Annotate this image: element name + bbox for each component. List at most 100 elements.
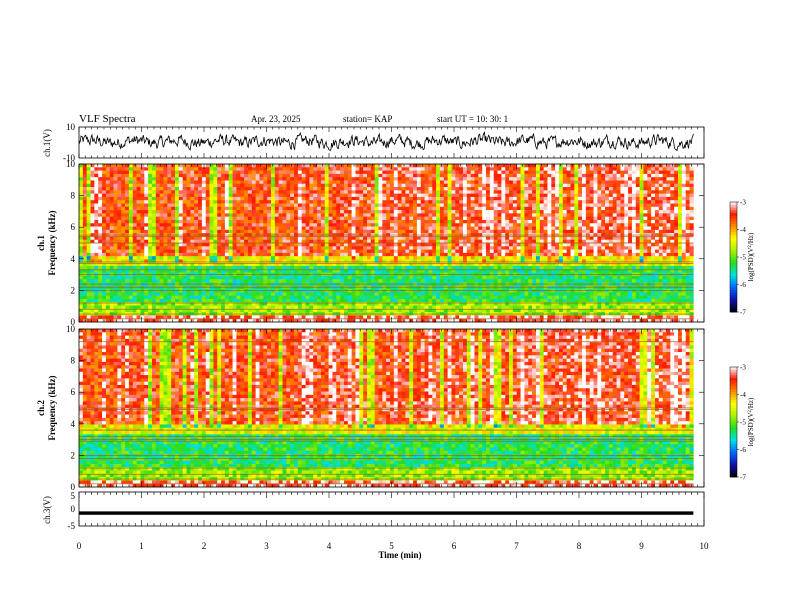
spectrogram-cell (240, 173, 245, 178)
spectrogram-cell (524, 183, 529, 188)
spectrogram-cell (328, 183, 333, 188)
spectrogram-cell (616, 239, 621, 244)
spectrogram-cell (320, 213, 326, 217)
spectrogram-cell (451, 226, 456, 231)
spectrogram-cell (163, 206, 168, 211)
spectrogram-cell (320, 246, 326, 250)
spectrogram-cell (194, 243, 199, 247)
spectrogram-cell (397, 246, 402, 250)
spectrogram-cell (244, 239, 249, 244)
spectrogram-cell (558, 219, 564, 224)
spectrogram-cell (486, 203, 491, 208)
spectrogram-cell (466, 200, 471, 204)
spectrogram-cell (451, 229, 456, 234)
spectrogram-cell (605, 256, 610, 260)
spectrogram-cell (324, 200, 329, 204)
spectrogram-cell (221, 239, 226, 244)
spectrogram-cell (378, 249, 383, 254)
spectrogram-cell (98, 164, 103, 168)
spectrogram-cell (432, 200, 437, 204)
spectrogram-cell (201, 190, 207, 194)
spectrogram-cell (221, 216, 226, 221)
spectrogram-cell (497, 187, 502, 191)
spectrogram-cell (397, 256, 402, 260)
spectrogram-cell (462, 173, 468, 178)
spectrogram-cell (516, 193, 521, 198)
spectrogram-cell (201, 256, 207, 260)
spectrogram-cell (624, 200, 629, 204)
spectrogram-cell (201, 196, 207, 201)
spectrogram-cell (443, 177, 448, 181)
spectrogram-cell (501, 177, 506, 181)
spectrogram-cell (255, 167, 260, 171)
spectrogram-cell (232, 249, 237, 254)
spectrogram-cell (105, 187, 111, 191)
spectrogram-cell (432, 210, 437, 214)
spectrogram-cell (228, 190, 233, 194)
spectrogram-cell (128, 183, 134, 188)
spectrogram-cell (205, 216, 210, 221)
start-time-label: start UT = 10: 30: 1 (437, 114, 508, 124)
spectrogram-cell (198, 252, 203, 257)
spectrogram-cell (386, 183, 391, 188)
spectrogram-cell (643, 206, 648, 211)
spectrogram-cell (416, 213, 422, 217)
spectrogram-cell (355, 170, 360, 175)
spectrogram-cell (363, 193, 368, 198)
spectrogram-cell (501, 170, 506, 175)
spectrogram-cell (489, 173, 494, 178)
spectrogram-cell (551, 190, 556, 194)
spectrogram-cell (413, 170, 418, 175)
spectrogram-cell (355, 239, 360, 244)
spectrogram-cell (363, 259, 368, 264)
spectrogram-cell (94, 243, 99, 247)
spectrogram-cell (351, 223, 356, 227)
spectrogram-cell (501, 200, 506, 204)
spectrogram-cell (297, 243, 303, 247)
spectrogram-cell (382, 226, 387, 231)
spectrogram-cell (390, 229, 395, 234)
spectrogram-cell (585, 219, 590, 224)
spectrogram-cell (582, 246, 587, 250)
spectrogram-cell (401, 223, 406, 227)
spectrogram-cell (259, 223, 264, 227)
spectrogram-cell (628, 183, 633, 188)
spectrogram-cell (624, 252, 629, 257)
spectrogram-cell (132, 243, 137, 247)
spectrogram-cell (678, 210, 683, 214)
spectrogram-cell (397, 236, 402, 241)
spectrogram-cell (574, 249, 579, 254)
spectrogram-cell (155, 187, 160, 191)
spectrogram-cell (620, 187, 625, 191)
spectrogram-cell (547, 219, 552, 224)
spectrogram-cell (651, 200, 656, 204)
spectrogram-cell (182, 164, 187, 168)
spectrogram-cell (194, 190, 199, 194)
spectrogram-cell (270, 206, 276, 211)
spectrogram-cell (647, 243, 652, 247)
spectrogram-cell (612, 219, 617, 224)
spectrogram-cell (574, 193, 579, 198)
spectrogram-cell (340, 259, 345, 264)
spectrogram-cell (635, 183, 640, 188)
spectrogram-cell (597, 252, 602, 257)
spectrogram-cell (558, 259, 564, 264)
spectrogram-cell (155, 252, 160, 257)
spectrogram-cell (432, 239, 437, 244)
spectrogram-cell (382, 219, 387, 224)
spectrogram-cell (547, 259, 552, 264)
spectrogram-cell (366, 213, 372, 217)
spectrogram-cell (509, 223, 514, 227)
spectrogram-cell (317, 229, 322, 234)
spectrogram-cell (290, 180, 295, 185)
spectrogram-cell (597, 216, 602, 221)
spectrogram-cell (82, 203, 87, 208)
spectrogram-cell (432, 223, 437, 227)
spectrogram-cell (585, 236, 590, 241)
spectrogram-cell (320, 193, 326, 198)
spectrogram-cell (90, 259, 95, 264)
spectrogram-cell (102, 167, 107, 171)
spectrogram-cell (198, 243, 203, 247)
spectrogram-cell (443, 226, 448, 231)
spectrogram-cell (155, 226, 160, 231)
